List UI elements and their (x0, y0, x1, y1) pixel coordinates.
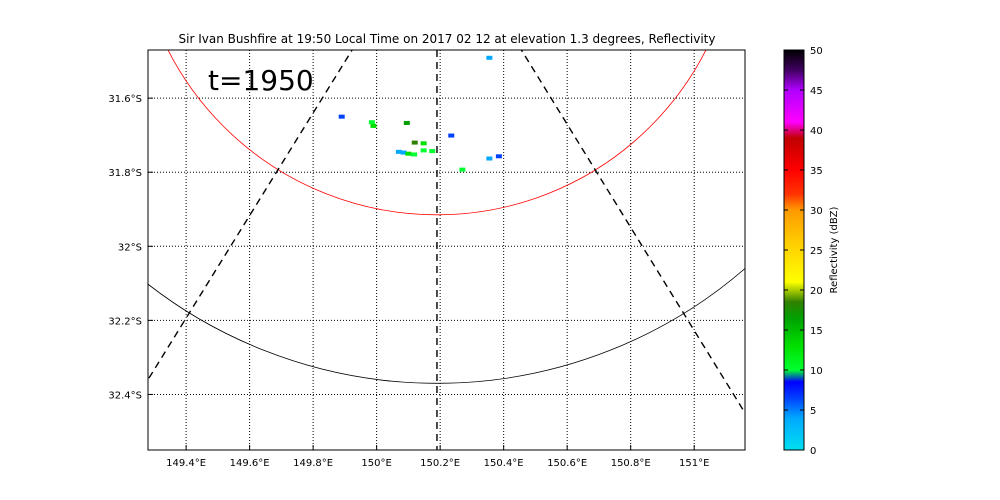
reflectivity-cell (448, 133, 455, 138)
range-ring (148, 267, 745, 384)
x-tick-label: 150.2°E (420, 458, 460, 469)
colorbar-ticks: 0 5 10 15 20 25 30 35 40 45 50 (784, 46, 823, 457)
reflectivity-cell (411, 140, 418, 145)
colorbar-tick-label: 25 (810, 246, 823, 257)
range-rings (148, 50, 745, 384)
x-tick-label: 150.4°E (484, 458, 524, 469)
time-annotation: t=1950 (208, 64, 314, 97)
grid-lines (148, 50, 745, 450)
reflectivity-cell (420, 148, 427, 153)
y-tick-label: 31.6°S (108, 94, 142, 105)
reflectivity-cell (486, 156, 493, 161)
reflectivity-cell (459, 167, 466, 172)
y-tick-label: 31.8°S (108, 168, 142, 179)
plot-frame (147, 49, 746, 451)
reflectivity-cell (368, 120, 375, 125)
x-tick-label: 150.8°E (611, 458, 651, 469)
colorbar-tick-label: 30 (810, 206, 823, 217)
x-tick-label: 149.8°E (293, 458, 333, 469)
radial-line (148, 50, 353, 380)
range-ring (167, 50, 707, 216)
reflectivity-cells (338, 55, 502, 172)
reflectivity-cell (403, 120, 410, 125)
radial-line (520, 50, 745, 414)
reflectivity-cell (495, 154, 502, 159)
reflectivity-cell (420, 141, 427, 146)
chart-title: Sir Ivan Bushfire at 19:50 Local Time on… (179, 32, 716, 46)
colorbar-label: Reflectivity (dBZ) (829, 206, 840, 293)
y-tick-label: 32°S (118, 242, 142, 253)
colorbar-tick-label: 0 (810, 446, 816, 457)
reflectivity-cell (338, 114, 345, 119)
y-axis: 31.6°S 31.8°S 32°S 32.2°S 32.4°S (108, 94, 153, 401)
y-tick-label: 32.4°S (108, 390, 142, 401)
reflectivity-cell (400, 150, 407, 155)
colorbar-tick-label: 35 (810, 166, 823, 177)
x-tick-label: 150.6°E (547, 458, 587, 469)
x-tick-label: 149.4°E (166, 458, 206, 469)
reflectivity-cell (429, 149, 436, 154)
y-tick-label: 32.2°S (108, 316, 142, 327)
colorbar-tick-label: 15 (810, 326, 823, 337)
reflectivity-cell (411, 152, 418, 157)
colorbar: 0 5 10 15 20 25 30 35 40 45 50 Reflectivity (dBZ) (783, 46, 840, 457)
x-axis: 149.4°E 149.6°E 149.8°E 150°E 150.2°E 150.4°E… (166, 445, 709, 469)
x-tick-label: 149.6°E (230, 458, 270, 469)
reflectivity-cell (395, 149, 402, 154)
colorbar-tick-label: 45 (810, 86, 823, 97)
colorbar-tick-label: 50 (810, 46, 823, 57)
reflectivity-cell (486, 55, 493, 60)
x-tick-label: 151°E (679, 458, 709, 469)
plot-area (148, 50, 745, 450)
colorbar-tick-label: 10 (810, 366, 823, 377)
reflectivity-cell (370, 123, 377, 128)
colorbar-tick-label: 5 (810, 406, 816, 417)
radial-lines (148, 50, 745, 450)
reflectivity-cell (405, 151, 412, 156)
colorbar-tick-label: 20 (810, 286, 823, 297)
x-tick-label: 150°E (361, 458, 391, 469)
colorbar-tick-label: 40 (810, 126, 823, 137)
